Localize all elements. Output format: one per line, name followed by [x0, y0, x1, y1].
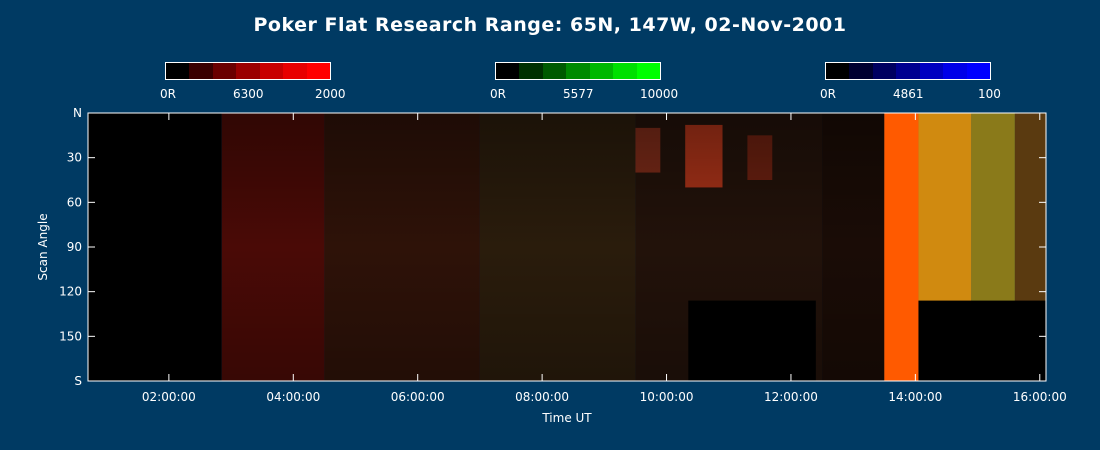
colorbar-4861-high-label: 100: [978, 87, 1001, 101]
x-tick-label: 12:00:00: [764, 390, 818, 404]
x-tick-label: 16:00:00: [1013, 390, 1067, 404]
x-axis-title: Time UT: [541, 411, 592, 425]
colorbar-4861: [825, 62, 991, 80]
x-tick-label: 08:00:00: [515, 390, 569, 404]
colorbar-5577-mid-label: 5577: [563, 87, 594, 101]
colorbar-5577-high-label: 10000: [640, 87, 679, 101]
colorbar-6300-mid-label: 6300: [233, 87, 264, 101]
y-tick-label: 150: [59, 329, 82, 343]
y-tick-label: S: [74, 374, 82, 388]
colorbar-6300-low-label: 0R: [160, 87, 176, 101]
x-tick-label: 10:00:00: [640, 390, 694, 404]
colorbar-6300-high-label: 2000: [315, 87, 346, 101]
colorbar-6300: [165, 62, 331, 80]
keogram-region-6: [884, 113, 919, 381]
y-tick-label: 90: [67, 240, 82, 254]
x-axis: 02:00:00 04:00:00 06:00:00 08:00:00 10:00:00…: [142, 113, 1067, 404]
colorbar-5577: [495, 62, 661, 80]
colorbar-5577-low-label: 0R: [490, 87, 506, 101]
colorbar-4861-mid-label: 4861: [893, 87, 924, 101]
x-tick-label: 06:00:00: [391, 390, 445, 404]
y-tick-label: 120: [59, 285, 82, 299]
keogram-region-14: [918, 300, 1046, 381]
y-tick-label: 30: [67, 151, 82, 165]
keogram-region-0: [88, 113, 222, 381]
colorbar-4861-low-label: 0R: [820, 87, 836, 101]
keogram-shading: [221, 113, 885, 381]
y-tick-label: N: [73, 106, 82, 120]
x-tick-label: 14:00:00: [888, 390, 942, 404]
y-tick-label: 60: [67, 195, 82, 209]
x-tick-label: 04:00:00: [266, 390, 320, 404]
y-axis: N 30 60 90 120 150 S: [59, 106, 1046, 388]
y-axis-title: Scan Angle: [36, 213, 50, 280]
x-tick-label: 02:00:00: [142, 390, 196, 404]
chart-title: Poker Flat Research Range: 65N, 147W, 02…: [253, 14, 847, 36]
